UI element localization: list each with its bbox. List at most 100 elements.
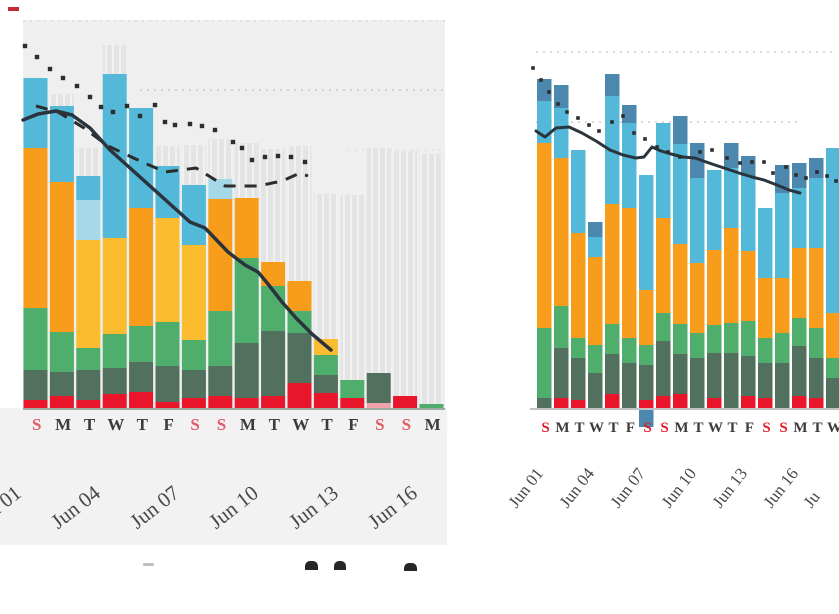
dotted-line-marker (262, 154, 268, 160)
bar-segment-darkgreen (155, 366, 180, 402)
bar-segment-cyan (758, 208, 773, 278)
bar-segment-orange (673, 244, 688, 324)
bar-segment-cyan (181, 185, 206, 245)
dotted-line-marker (172, 122, 178, 128)
bar-segment-green (155, 322, 180, 366)
bar-segment-cyan (49, 106, 74, 182)
dotted-line-marker (565, 110, 569, 114)
bar-segment-darkgreen (261, 331, 286, 396)
dotted-line-marker (738, 161, 742, 165)
bar-segment-gray (287, 146, 312, 281)
bar-segment-orange (690, 263, 705, 333)
bar-segment-red (741, 396, 756, 408)
dotted-line-marker (34, 54, 40, 60)
bar-segment-amber (102, 238, 127, 334)
bar-segment-gray (208, 139, 233, 179)
dotted-line-marker (22, 43, 28, 49)
bar-segment-green (707, 325, 722, 353)
dotted-line-marker (110, 109, 116, 115)
bar-segment-red (554, 398, 569, 408)
bar-segment-cyan (826, 148, 839, 313)
cropped-text-fragment (305, 561, 318, 570)
bar-segment-gray (419, 154, 444, 404)
dotted-line-marker (725, 156, 729, 160)
bar-segment-orange (588, 257, 603, 345)
cropped-text-fragment (404, 563, 417, 571)
dotted-line-marker (249, 157, 255, 163)
dotted-line-marker (187, 121, 193, 127)
bar-segment-orange (554, 158, 569, 306)
bar-segment-green (554, 306, 569, 348)
dotted-line-marker (212, 127, 218, 133)
dotted-line-marker (834, 179, 838, 183)
dotted-line-marker (137, 113, 143, 119)
bar-segment-gray (393, 151, 418, 396)
bar-segment-orange (656, 218, 671, 313)
bar-segment-orange (605, 204, 620, 324)
bar-segment-gray (313, 194, 338, 339)
dotted-line-marker (762, 160, 766, 164)
bar-segment-orange (571, 233, 586, 338)
bar-segment-green (129, 326, 154, 362)
bar-segment-blue (792, 163, 807, 188)
bar-segment-darkgreen (234, 343, 259, 398)
bar-segment-cyan (554, 108, 569, 158)
axis-strip-background (0, 408, 447, 545)
bar-segment-green (208, 311, 233, 366)
bar-segment-green (261, 286, 286, 331)
bar-segment-orange (758, 278, 773, 338)
bar-segment-red (234, 398, 259, 408)
bar-segment-lightcyan (76, 200, 101, 240)
bar-segment-darkgreen (673, 354, 688, 394)
bar-segment-darkgreen (102, 368, 127, 394)
bar-segment-red (393, 396, 418, 408)
bar-segment-darkgreen (605, 354, 620, 394)
bar-segment-amber (76, 240, 101, 348)
bar-segment-red (792, 396, 807, 408)
bar-segment-blue (673, 116, 688, 144)
bar-segment-cyan (707, 170, 722, 250)
bar-segment-green (809, 328, 824, 358)
dotted-line-marker (666, 150, 670, 154)
bar-segment-darkgreen (639, 365, 654, 400)
bar-segment-darkgreen (707, 353, 722, 398)
bar-segment-orange (707, 250, 722, 325)
bar-segment-green (49, 332, 74, 372)
bar-segment-red (76, 400, 101, 408)
bar-segment-orange (129, 208, 154, 326)
dotted-line-marker (678, 155, 682, 159)
bar-segment-darkgreen (724, 353, 739, 408)
bar-segment-orange (234, 198, 259, 258)
bar-segment-darkgreen (588, 373, 603, 408)
bar-segment-darkgreen (554, 348, 569, 398)
bar-segment-red (639, 400, 654, 408)
bar-segment-red (287, 383, 312, 408)
bar-segment-orange (775, 278, 790, 333)
bar-segment-darkgreen (809, 358, 824, 398)
cropped-red-mark (8, 7, 19, 11)
bar-segment-darkgreen (792, 346, 807, 396)
bar-segment-darkgreen (208, 366, 233, 396)
bar-segment-green (340, 380, 365, 398)
dotted-line-marker (288, 154, 294, 160)
bar-segment-blue (809, 158, 824, 178)
dotted-line-marker (825, 174, 829, 178)
bar-segment-orange (639, 290, 654, 345)
bar-segment-darkgreen (826, 378, 839, 408)
bar-segment-red (49, 396, 74, 408)
bar-segment-pink (366, 403, 391, 408)
bar-segment-blue (588, 222, 603, 237)
bar-segment-cyan (588, 237, 603, 257)
bar-segment-red (758, 398, 773, 408)
bar-segment-cyan (809, 178, 824, 248)
bar-segment-darkgreen (23, 370, 48, 400)
bar-segment-darkgreen (181, 370, 206, 398)
bar-segment-orange (741, 251, 756, 321)
bar-segment-orange (724, 228, 739, 323)
bar-segment-red (181, 398, 206, 408)
bar-segment-darkgreen (571, 358, 586, 400)
bar-segment-green (588, 345, 603, 373)
bar-segment-red (571, 400, 586, 408)
bar-segment-orange (622, 208, 637, 338)
